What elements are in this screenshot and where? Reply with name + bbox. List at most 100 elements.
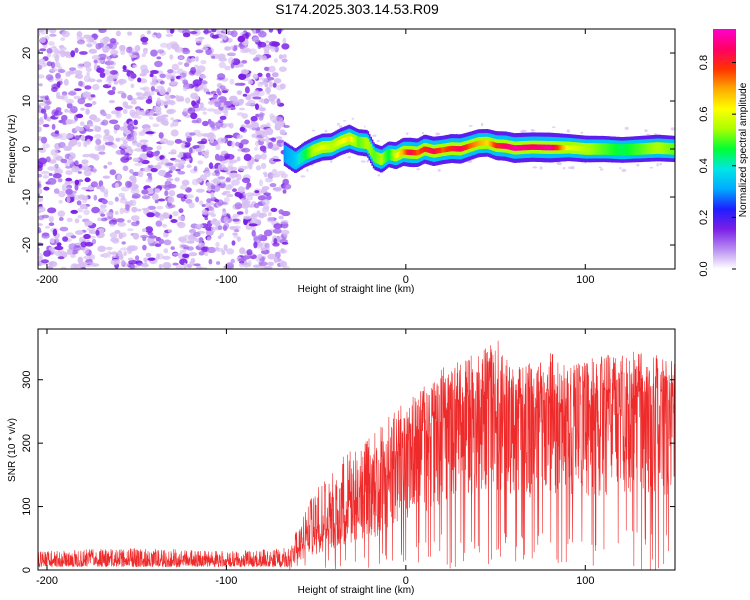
noise-blob <box>190 67 197 74</box>
noise-blob <box>244 208 249 215</box>
noise-blob <box>155 220 163 227</box>
noise-blob <box>212 177 221 185</box>
noise-blob <box>130 73 137 79</box>
noise-blob <box>130 83 135 89</box>
noise-blob <box>86 138 91 145</box>
scatter-dot <box>636 164 640 167</box>
noise-blob <box>231 140 236 148</box>
noise-blob <box>137 77 142 83</box>
ridge-cell <box>328 144 331 150</box>
scatter-dot <box>468 125 473 127</box>
noise-blob <box>150 70 159 74</box>
noise-blob <box>48 222 55 226</box>
noise-blob <box>100 213 106 217</box>
noise-blob <box>273 78 282 84</box>
noise-blob <box>223 110 229 117</box>
noise-blob <box>103 129 110 134</box>
noise-blob <box>139 139 149 143</box>
noise-blob <box>191 100 196 107</box>
noise-blob <box>70 235 77 239</box>
noise-blob <box>260 188 268 194</box>
scatter-dot <box>300 175 306 178</box>
noise-blob <box>252 264 262 268</box>
noise-blob <box>78 80 83 87</box>
noise-blob <box>189 30 198 35</box>
ridge-cell <box>348 135 351 142</box>
noise-blob <box>209 121 216 128</box>
ridge-cell <box>559 144 562 151</box>
noise-blob <box>95 138 102 146</box>
noise-blob <box>159 138 169 145</box>
noise-blob <box>272 242 280 247</box>
noise-blob <box>156 85 164 89</box>
noise-blob <box>155 150 160 156</box>
ridge-cell <box>430 148 433 154</box>
noise-blob <box>206 181 212 187</box>
ridge-cell <box>479 140 482 146</box>
ridge-cell <box>586 146 589 152</box>
noise-blob <box>162 223 167 228</box>
scatter-dot <box>480 122 484 127</box>
noise-blob <box>42 124 50 128</box>
noise-blob <box>195 223 204 229</box>
noise-blob <box>63 145 72 151</box>
ridge-cell <box>392 152 395 158</box>
ridge-cell <box>487 140 490 146</box>
noise-blob <box>257 253 263 259</box>
noise-blob <box>49 238 56 244</box>
ridge-cell <box>325 144 328 150</box>
noise-blob <box>92 154 97 160</box>
ridge-cell <box>651 145 654 151</box>
noise-blob <box>148 235 158 239</box>
ridge-cell <box>362 140 365 146</box>
noise-blob <box>260 98 269 104</box>
scatter-dot <box>670 127 675 131</box>
noise-blob <box>258 261 268 267</box>
noise-blob <box>39 95 48 99</box>
ridge-cell <box>639 146 642 152</box>
noise-blob <box>180 196 186 202</box>
ridge-cell <box>481 140 484 146</box>
noise-blob <box>272 228 282 234</box>
noise-blob <box>257 72 263 77</box>
scatter-dot <box>649 166 654 169</box>
noise-blob <box>116 174 122 181</box>
ridge-cell <box>283 151 286 157</box>
noise-blob <box>261 206 269 213</box>
noise-blob <box>38 173 43 178</box>
scatter-dot <box>376 139 380 143</box>
ridge-cell <box>535 144 537 150</box>
noise-blob <box>255 140 260 147</box>
noise-blob <box>223 107 232 111</box>
ridge-cell <box>529 144 532 150</box>
noise-blob <box>94 134 102 139</box>
noise-blob <box>38 29 45 33</box>
ridge-cell <box>629 147 632 152</box>
noise-blob <box>91 55 101 60</box>
noise-blob <box>66 248 73 255</box>
scatter-dot <box>571 166 575 170</box>
noise-blob <box>159 42 169 48</box>
scatter-dot <box>621 168 627 173</box>
noise-blob <box>272 82 277 88</box>
noise-blob <box>77 207 84 213</box>
noise-blob <box>33 137 37 142</box>
noise-blob <box>47 166 57 171</box>
noise-blob <box>77 63 84 69</box>
ridge-cell <box>411 149 414 156</box>
noise-blob <box>168 151 177 155</box>
noise-blob <box>122 165 129 172</box>
noise-blob <box>216 73 226 80</box>
ridge-cell <box>537 144 540 150</box>
ridge-cell <box>437 147 440 154</box>
ridge-cell <box>461 145 464 152</box>
noise-blob <box>216 137 226 144</box>
ridge-cell <box>318 145 321 151</box>
noise-blob <box>109 70 118 75</box>
scatter-dot <box>347 156 351 159</box>
ridge-cell <box>614 147 616 152</box>
noise-blob <box>135 255 140 261</box>
noise-blob <box>254 154 262 160</box>
noise-blob <box>84 220 93 226</box>
noise-blob <box>67 91 77 96</box>
